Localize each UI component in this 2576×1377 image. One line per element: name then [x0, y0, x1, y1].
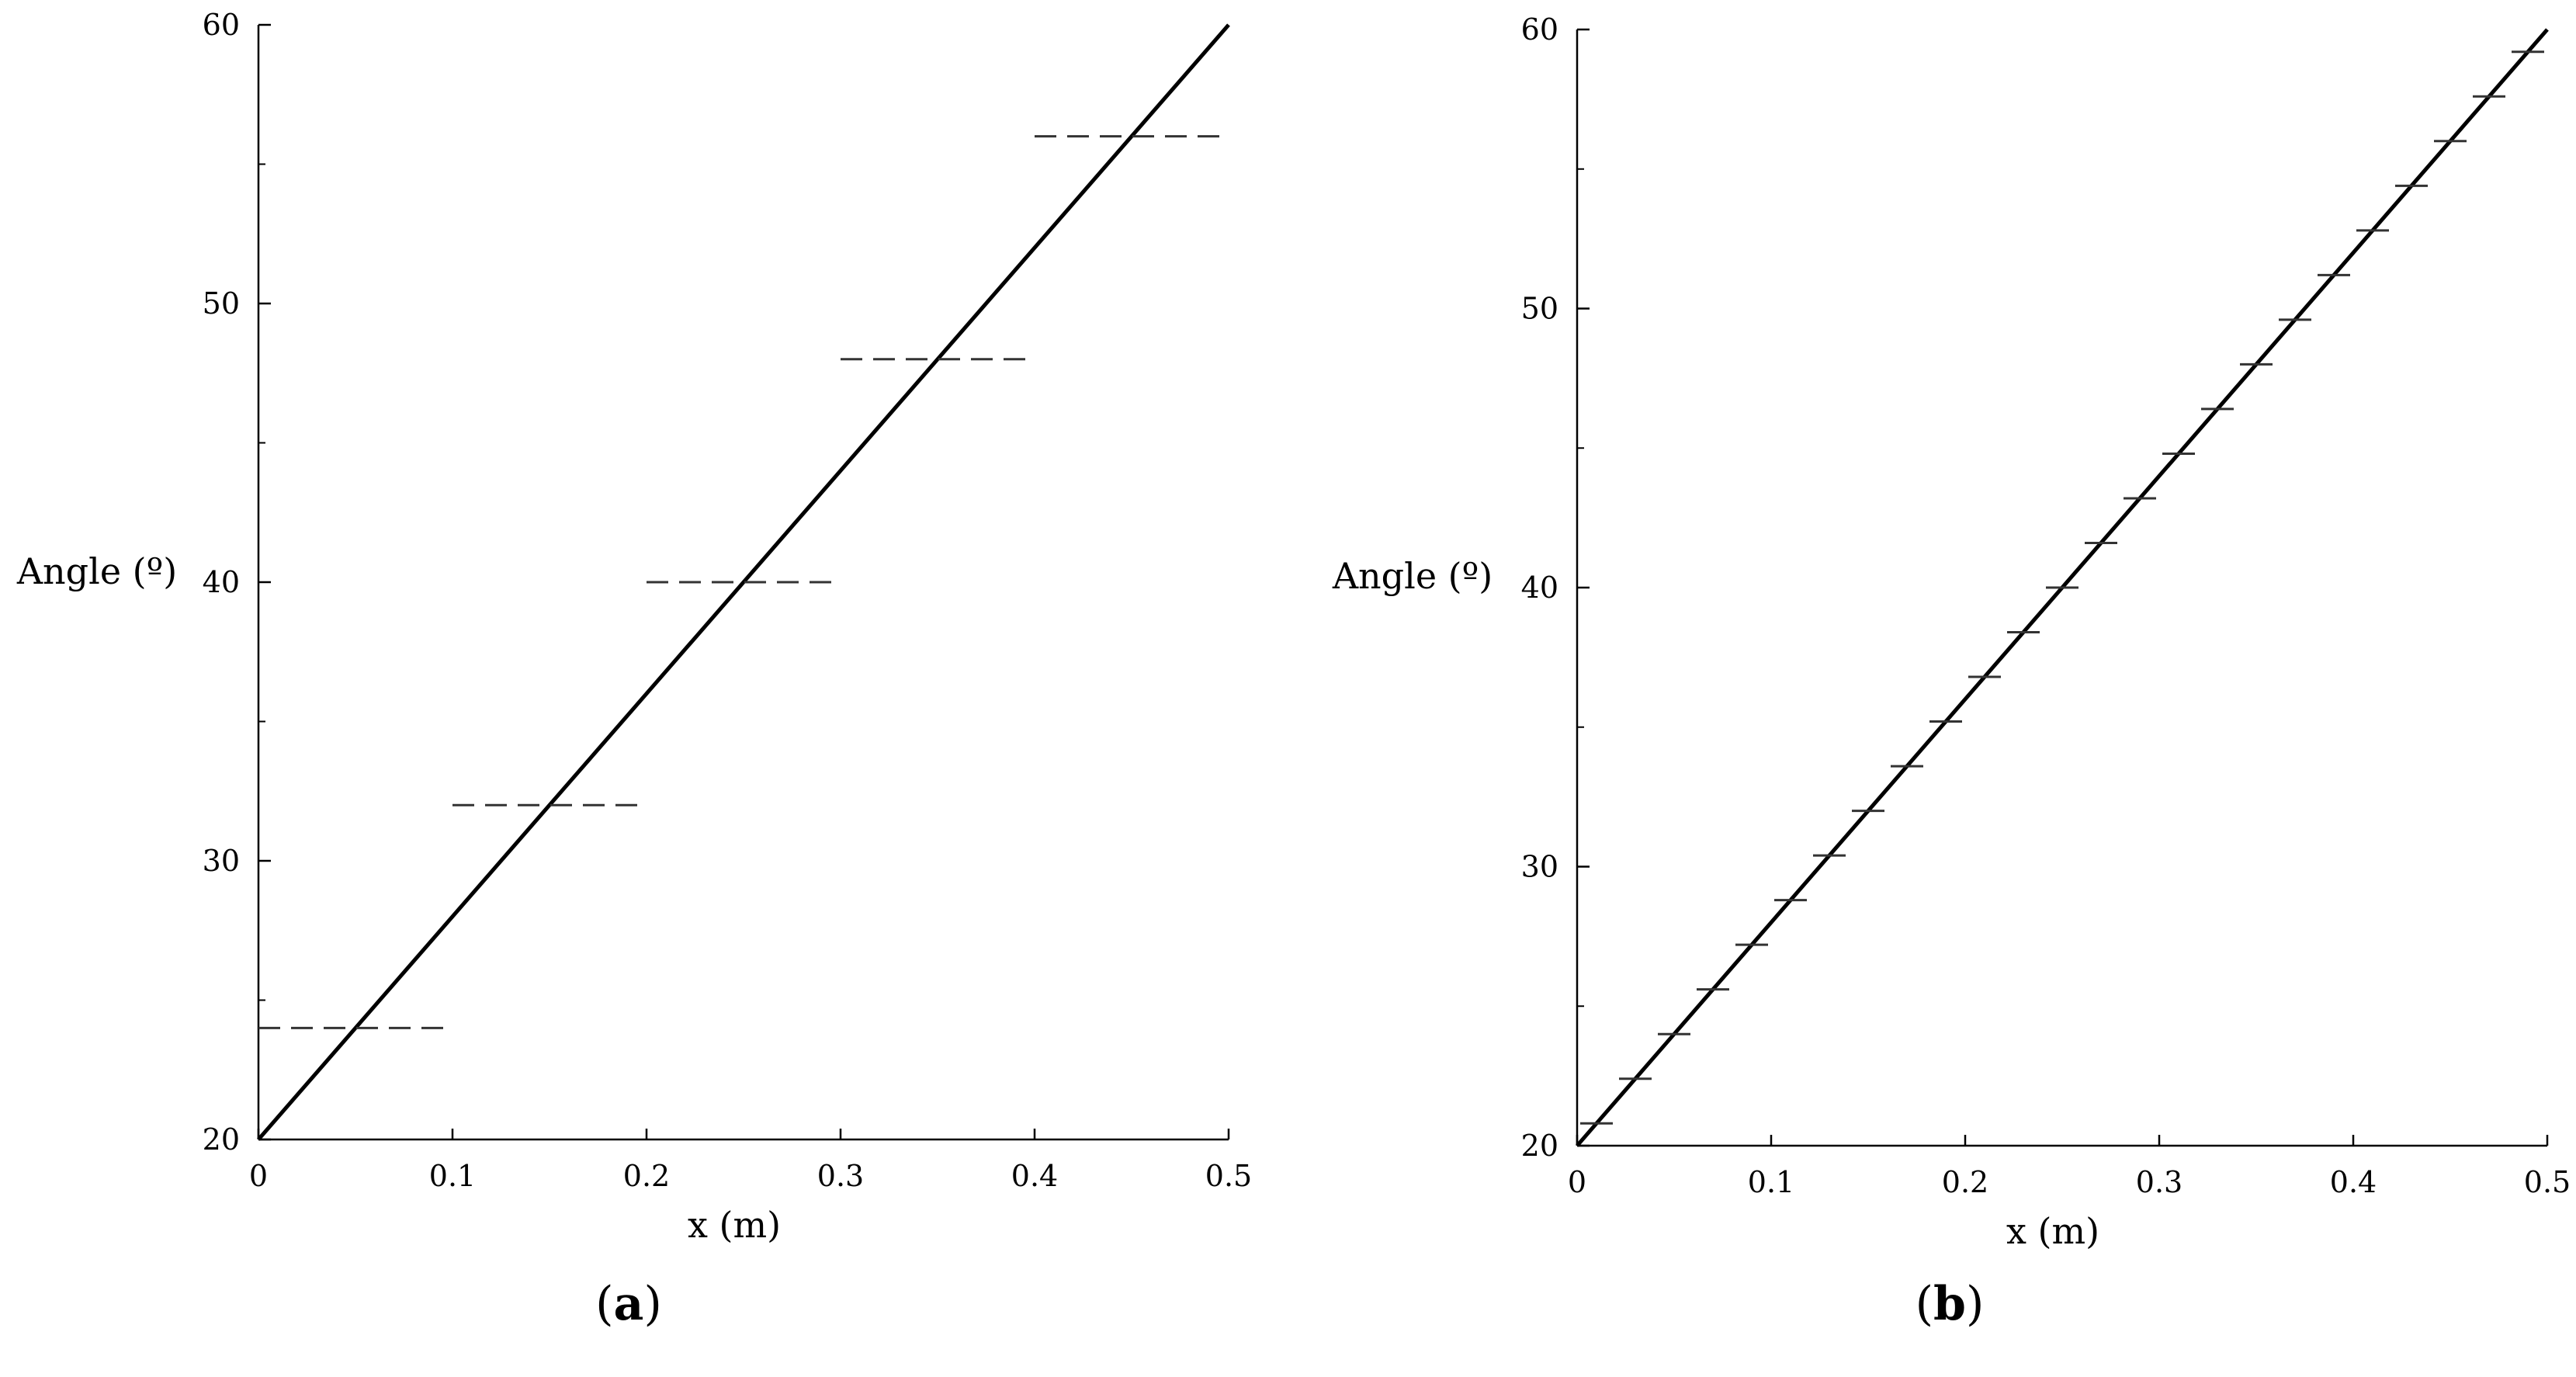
y-axis-label: Angle (º) [1332, 555, 1493, 597]
chart-panel-b: 0 0.1 0.2 0.3 0.4 0.5 20 30 40 50 60 x (m) Angle (º)… [1332, 12, 2571, 1331]
y-axis-label: Angle (º) [16, 550, 177, 592]
y-tick-label: 30 [1521, 850, 1558, 884]
x-tick-label: 0.1 [1748, 1165, 1794, 1199]
x-tick-label: 0.1 [429, 1159, 476, 1193]
y-tick-label: 40 [1521, 571, 1558, 605]
x-tick-label: 0.3 [817, 1159, 864, 1193]
y-tick-label: 60 [203, 8, 240, 42]
panel-label-open-paren: ( [595, 1277, 613, 1331]
x-tick-label: 0 [1568, 1165, 1586, 1199]
y-tick-label: 60 [1521, 12, 1558, 47]
x-tick-label: 0.3 [2136, 1165, 2182, 1199]
y-tick-label: 40 [203, 565, 240, 599]
x-tick-label: 0.5 [1205, 1159, 1252, 1193]
panel-label-close-paren: ) [643, 1277, 661, 1331]
panel-label-open-paren: ( [1916, 1277, 1933, 1331]
x-tick-label: 0.4 [1011, 1159, 1058, 1193]
y-tick-label: 30 [203, 844, 240, 878]
y-tick-label: 50 [203, 286, 240, 321]
x-tick-label: 0.2 [623, 1159, 670, 1193]
panel-label: (a) [595, 1277, 662, 1331]
y-tick-label: 50 [1521, 292, 1558, 326]
x-axis-label: x (m) [2006, 1210, 2099, 1252]
x-axis-label: x (m) [688, 1204, 781, 1246]
panel-label-letter: b [1933, 1277, 1966, 1331]
x-tick-label: 0 [249, 1159, 268, 1193]
y-tick-label: 20 [1521, 1129, 1558, 1163]
panel-label-letter: a [614, 1277, 644, 1331]
y-tick-label: 20 [203, 1122, 240, 1157]
panel-label: (b) [1916, 1277, 1985, 1331]
series-line [257, 23, 1230, 1141]
x-tick-label: 0.4 [2330, 1165, 2377, 1199]
x-tick-label: 0.5 [2524, 1165, 2571, 1199]
chart-panel-a: 0 0.1 0.2 0.3 0.4 0.5 20 30 40 50 60 x (m) Angle (º)… [16, 8, 1252, 1331]
x-tick-label: 0.2 [1942, 1165, 1988, 1199]
panel-label-close-paren: ) [1966, 1277, 1984, 1331]
